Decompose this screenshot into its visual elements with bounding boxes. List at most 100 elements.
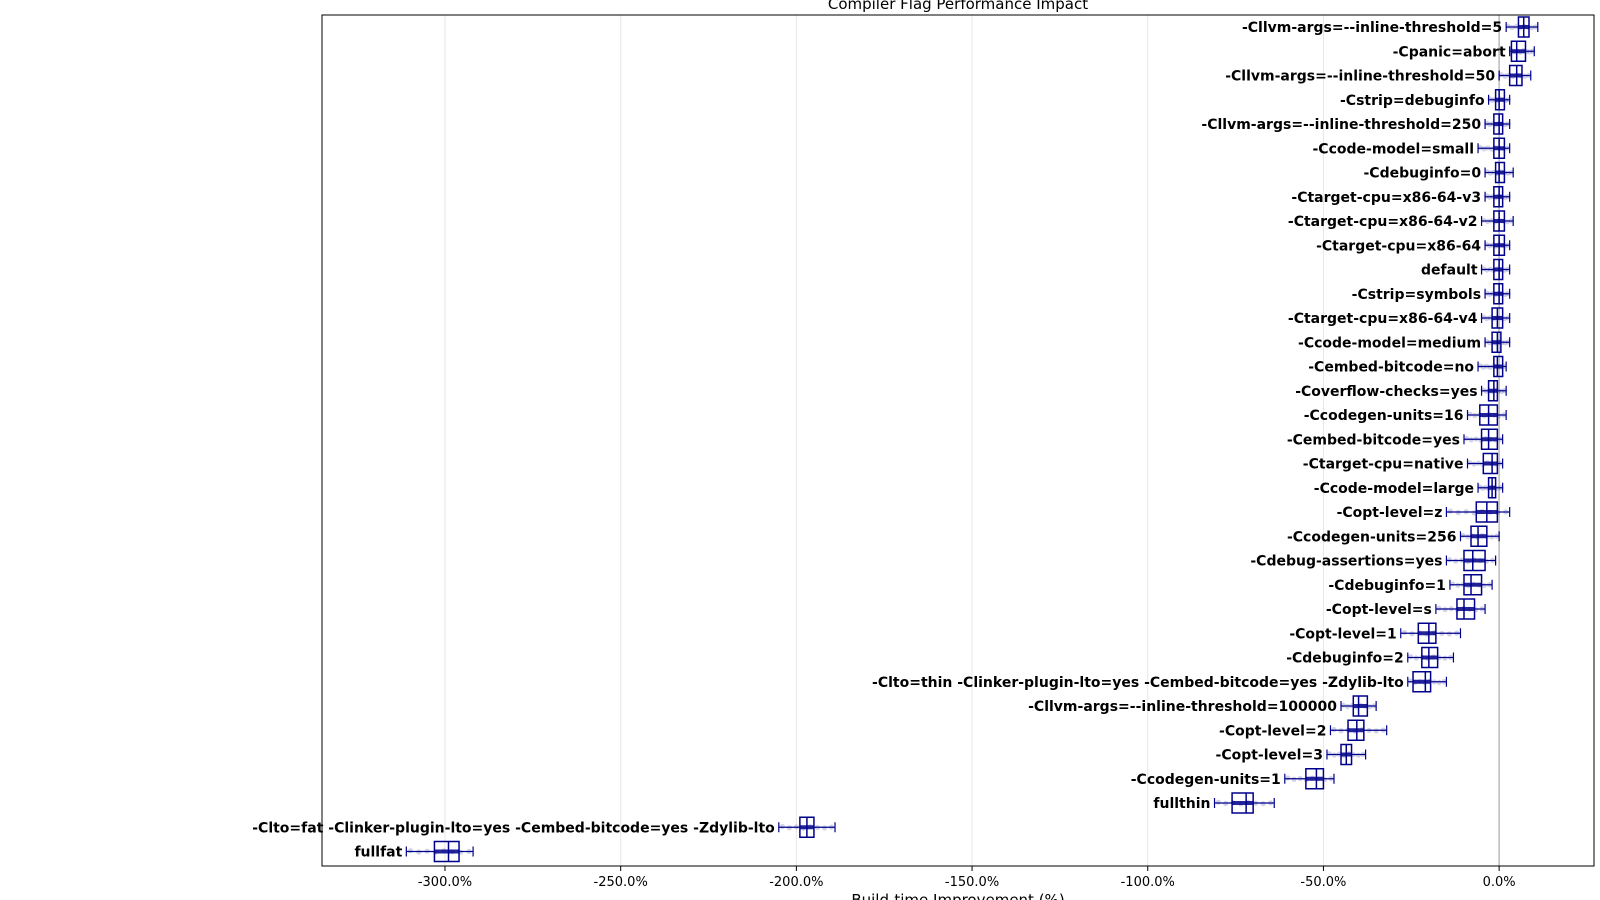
iqr-box [1480, 428, 1499, 450]
category-label: -Cdebuginfo=0 [1364, 166, 1482, 182]
box-plot-item [1480, 307, 1511, 329]
category-label: -Copt-level=s [1326, 602, 1432, 618]
box-plot-item [1407, 671, 1448, 693]
iqr-box [1487, 380, 1499, 402]
sample-point [1436, 679, 1442, 686]
sample-point [1446, 557, 1453, 563]
x-tick-label: -150.0% [945, 875, 999, 890]
category-label: -Copt-level=3 [1216, 748, 1323, 764]
chart-title: Compiler Flag Performance Impact [828, 0, 1088, 13]
category-label: -Clto=fat -Clinker-plugin-lto=yes -Cembe… [252, 820, 775, 836]
box-plot-item [1326, 743, 1367, 766]
box-plot-item [1487, 89, 1511, 111]
category-label: -Clto=thin -Clinker-plugin-lto=yes -Cemb… [872, 675, 1404, 691]
sample-point [821, 825, 828, 831]
iqr-box [1491, 331, 1502, 353]
category-label: -Cllvm-args=--inline-threshold=5 [1242, 20, 1502, 36]
iqr-box [1493, 113, 1504, 135]
box-plot-item [1329, 719, 1388, 741]
category-label: -Ccode-model=small [1312, 141, 1474, 157]
x-tick-label: -50.0% [1300, 875, 1346, 890]
box-plot-item [1340, 695, 1377, 717]
category-label: -Ccodegen-units=16 [1304, 408, 1464, 424]
box-plot-item [1480, 210, 1514, 232]
sample-point [1442, 655, 1448, 661]
category-label: -Ctarget-cpu=x86-64-v2 [1288, 214, 1478, 230]
box-plot-item [1484, 113, 1511, 135]
category-labels: -Cllvm-args=--inline-threshold=5 -Cpanic=… [252, 20, 1506, 861]
sample-point [1215, 799, 1221, 805]
sample-point [1522, 73, 1528, 79]
category-label: -Ccodegen-units=256 [1287, 529, 1457, 545]
box-plot-item [1435, 598, 1486, 620]
category-label: -Cpanic=abort [1393, 44, 1506, 60]
box-plot-item [1477, 355, 1507, 378]
box-plot-item [1480, 258, 1511, 281]
iqr-box [1463, 574, 1483, 596]
iqr-box [1347, 719, 1365, 741]
iqr-box [1510, 40, 1527, 62]
iqr-box [1470, 525, 1488, 547]
sample-point [1331, 726, 1337, 733]
box-plot-item [1484, 186, 1511, 208]
box-plot-item [1400, 622, 1462, 644]
iqr-box [1352, 695, 1369, 717]
sample-point [1285, 775, 1291, 781]
box-plot-item [778, 816, 836, 838]
box-plot-item [1508, 40, 1536, 62]
box-plot-item [405, 840, 474, 863]
category-label: -Cstrip=symbols [1352, 287, 1481, 303]
box-plot-item [1213, 792, 1275, 814]
category-label: default [1421, 263, 1478, 279]
category-label: -Cdebuginfo=2 [1286, 651, 1404, 667]
box-plot-item [1484, 234, 1511, 256]
box-plot-item [1466, 452, 1504, 475]
category-label: -Ctarget-cpu=native [1303, 457, 1464, 473]
iqr-box [1494, 161, 1506, 184]
category-label: -Copt-level=2 [1219, 723, 1326, 739]
sample-point [1260, 801, 1266, 807]
iqr-box [433, 840, 460, 863]
category-label: -Cdebug-assertions=yes [1250, 554, 1442, 570]
sample-point [1449, 581, 1456, 587]
box-plot-item [1449, 574, 1493, 596]
iqr-box [1456, 598, 1476, 620]
box-plot-item [1505, 16, 1539, 38]
category-label: fullthin [1153, 796, 1210, 812]
x-tick-label: -300.0% [418, 875, 472, 890]
sample-point [1401, 629, 1408, 636]
iqr-box [1482, 452, 1499, 475]
box-plot-item [1466, 404, 1507, 426]
iqr-box [1463, 549, 1486, 572]
category-label: -Ctarget-cpu=x86-64 [1316, 238, 1481, 254]
box-plot-item [1284, 768, 1335, 790]
x-axis-label: Build-time Improvement (%) [851, 891, 1064, 900]
box-plot-item [1445, 549, 1497, 572]
box-plot-item [1463, 428, 1504, 450]
category-label: -Cdebuginfo=1 [1328, 578, 1446, 594]
sample-point [1408, 654, 1414, 660]
x-tick-label: -100.0% [1121, 875, 1175, 890]
boxes [405, 16, 1539, 863]
category-label: -Cembed-bitcode=no [1308, 360, 1474, 376]
sample-point [1502, 122, 1508, 128]
box-plot-item [1484, 283, 1511, 305]
category-label: -Coverflow-checks=yes [1295, 384, 1477, 400]
plot-frame [321, 14, 1595, 867]
box-plot-item [1484, 161, 1515, 184]
category-label: -Ctarget-cpu=x86-64-v4 [1288, 311, 1478, 327]
box-plot-item [1498, 64, 1532, 87]
box-plot-item [1476, 477, 1504, 499]
sample-point [1481, 582, 1487, 589]
category-label: -Ccodegen-units=1 [1131, 772, 1281, 788]
iqr-box [1493, 258, 1504, 281]
iqr-box [1412, 671, 1432, 693]
iqr-box [1494, 89, 1506, 111]
category-label: -Ctarget-cpu=x86-64-v3 [1291, 190, 1481, 206]
iqr-box [1305, 768, 1325, 790]
category-label: -Copt-level=1 [1289, 626, 1396, 642]
sample-point [1436, 605, 1442, 611]
iqr-box [1493, 186, 1504, 208]
x-axis: -300.0% -250.0% -200.0% -150.0% -100.0% -50.0… [418, 866, 1516, 890]
iqr-box [1231, 792, 1254, 814]
